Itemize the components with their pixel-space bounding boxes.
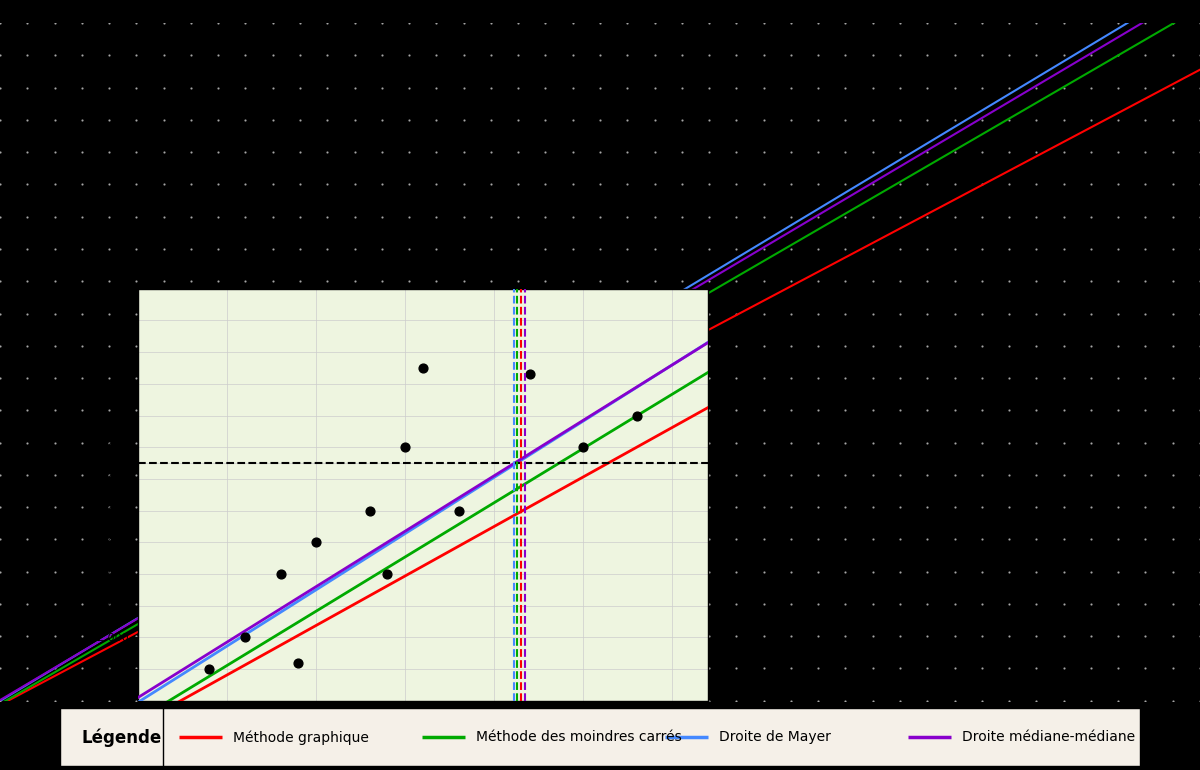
Point [521, 368, 540, 380]
Point [378, 567, 397, 580]
Text: Droite de Mayer: Droite de Mayer [719, 730, 830, 745]
Point [396, 441, 415, 454]
Point [360, 504, 379, 517]
Text: Méthode graphique: Méthode graphique [233, 730, 368, 745]
Point [449, 504, 468, 517]
Point [271, 567, 290, 580]
Point [413, 362, 433, 374]
Text: Méthode des moindres carrés: Méthode des moindres carrés [475, 730, 682, 745]
Point [628, 410, 647, 422]
Point [574, 441, 593, 454]
Point [199, 663, 218, 675]
Text: Légende: Légende [82, 728, 162, 747]
Point [235, 631, 254, 644]
Point [306, 536, 325, 548]
Point [289, 657, 308, 669]
Text: Droite médiane-médiane: Droite médiane-médiane [962, 730, 1135, 745]
